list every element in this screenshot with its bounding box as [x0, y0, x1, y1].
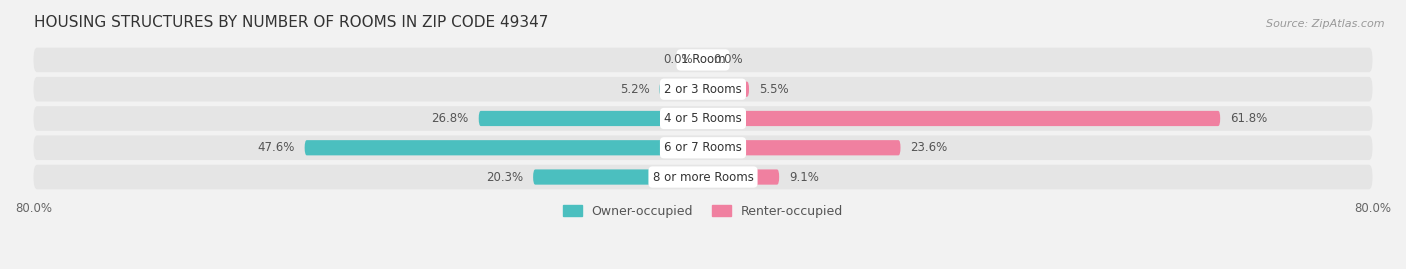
- Text: 26.8%: 26.8%: [432, 112, 468, 125]
- Text: 0.0%: 0.0%: [713, 54, 742, 66]
- FancyBboxPatch shape: [703, 82, 749, 97]
- Text: 8 or more Rooms: 8 or more Rooms: [652, 171, 754, 183]
- FancyBboxPatch shape: [305, 140, 703, 155]
- Text: 5.2%: 5.2%: [620, 83, 650, 96]
- Text: 20.3%: 20.3%: [486, 171, 523, 183]
- Text: 0.0%: 0.0%: [664, 54, 693, 66]
- FancyBboxPatch shape: [659, 82, 703, 97]
- Text: Source: ZipAtlas.com: Source: ZipAtlas.com: [1267, 19, 1385, 29]
- Text: 61.8%: 61.8%: [1230, 112, 1267, 125]
- FancyBboxPatch shape: [34, 165, 1372, 189]
- FancyBboxPatch shape: [34, 136, 1372, 160]
- Text: 47.6%: 47.6%: [257, 141, 295, 154]
- FancyBboxPatch shape: [533, 169, 703, 185]
- FancyBboxPatch shape: [703, 111, 1220, 126]
- Text: HOUSING STRUCTURES BY NUMBER OF ROOMS IN ZIP CODE 49347: HOUSING STRUCTURES BY NUMBER OF ROOMS IN…: [34, 15, 548, 30]
- Legend: Owner-occupied, Renter-occupied: Owner-occupied, Renter-occupied: [562, 205, 844, 218]
- Text: 23.6%: 23.6%: [911, 141, 948, 154]
- Text: 2 or 3 Rooms: 2 or 3 Rooms: [664, 83, 742, 96]
- FancyBboxPatch shape: [34, 77, 1372, 101]
- FancyBboxPatch shape: [703, 140, 900, 155]
- Text: 5.5%: 5.5%: [759, 83, 789, 96]
- Text: 4 or 5 Rooms: 4 or 5 Rooms: [664, 112, 742, 125]
- FancyBboxPatch shape: [34, 48, 1372, 72]
- FancyBboxPatch shape: [478, 111, 703, 126]
- FancyBboxPatch shape: [703, 169, 779, 185]
- FancyBboxPatch shape: [34, 106, 1372, 131]
- Text: 6 or 7 Rooms: 6 or 7 Rooms: [664, 141, 742, 154]
- Text: 9.1%: 9.1%: [789, 171, 820, 183]
- Text: 1 Room: 1 Room: [681, 54, 725, 66]
